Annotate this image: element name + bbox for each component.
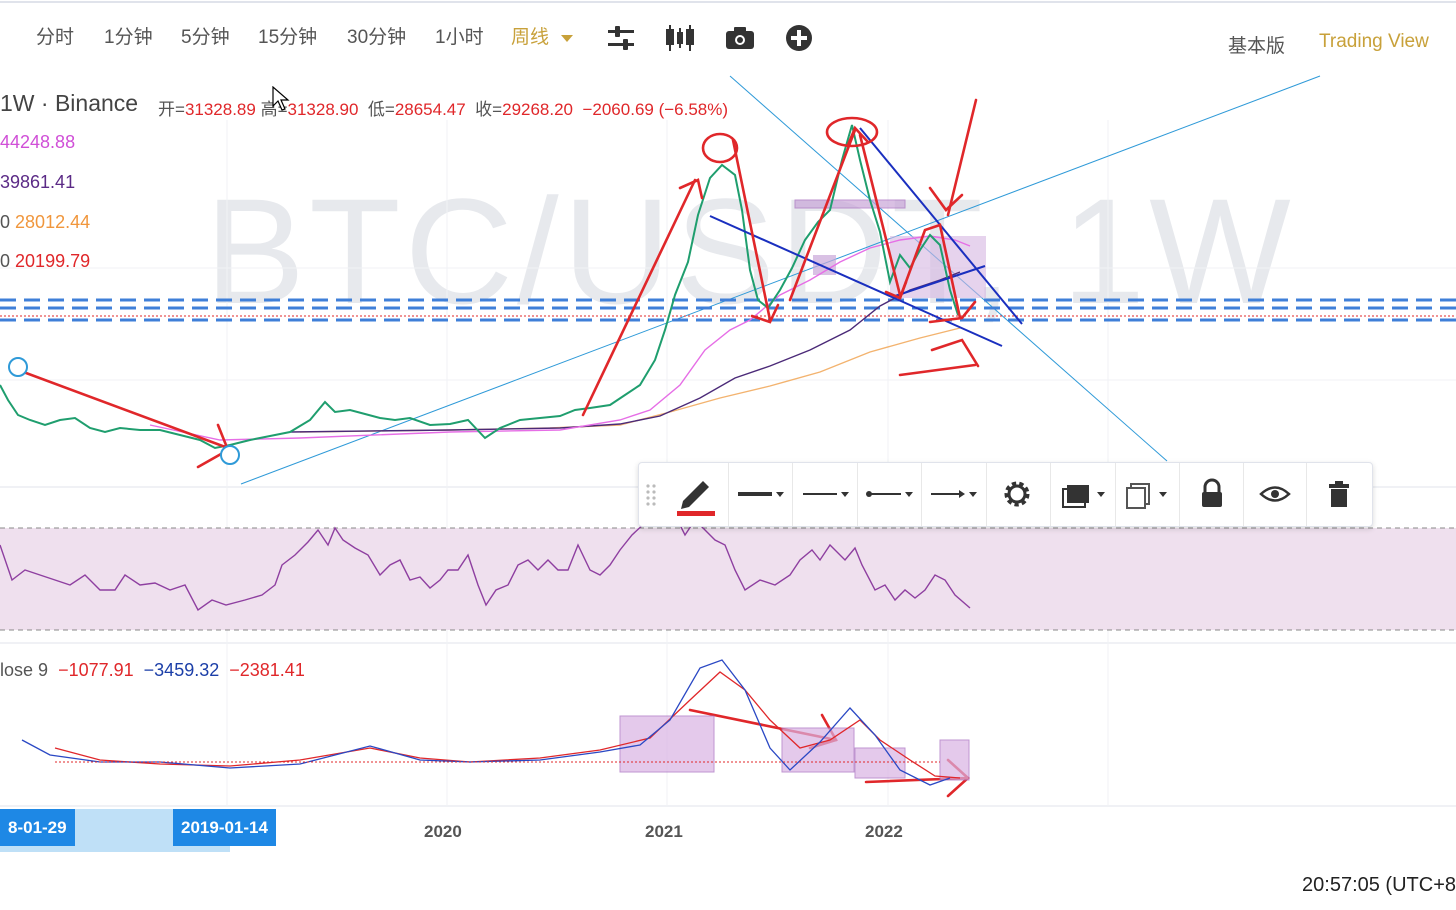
- macd-value-1: −1077.91: [58, 660, 134, 680]
- legend-exchange: Binance: [54, 90, 139, 116]
- lock-icon[interactable]: [1194, 471, 1230, 517]
- timeframe-weekly-dropdown[interactable]: 周线: [511, 22, 574, 49]
- layers-icon[interactable]: [1057, 471, 1113, 517]
- divider: [1050, 463, 1051, 526]
- divider: [792, 463, 793, 526]
- candles-icon[interactable]: [664, 22, 696, 54]
- divider: [857, 463, 858, 526]
- trash-icon[interactable]: [1321, 471, 1357, 517]
- timeframe-30m[interactable]: 30分钟: [347, 27, 407, 48]
- low-label: 低=: [367, 100, 395, 119]
- macd-legend: lose 9 −1077.91 −3459.32 −2381.41: [0, 660, 305, 681]
- open-value: 31328.89: [184, 100, 256, 119]
- eye-icon[interactable]: [1257, 471, 1293, 517]
- camera-icon[interactable]: [724, 22, 756, 54]
- macd-label: lose 9: [0, 660, 49, 680]
- line-style-icon[interactable]: [799, 471, 855, 517]
- divider: [1179, 463, 1180, 526]
- ma-value: 39861.41: [0, 172, 76, 192]
- line-end-icon[interactable]: [863, 471, 919, 517]
- timeframe-1m[interactable]: 1分钟: [104, 27, 153, 48]
- mode-tradingview[interactable]: Trading View: [1319, 31, 1429, 52]
- macd-value-2: −3459.32: [143, 660, 220, 680]
- high-value: 31328.90: [287, 100, 359, 119]
- timeframe-weekly-label: 周线: [511, 27, 550, 48]
- timeframe-tick[interactable]: 分时: [36, 27, 75, 48]
- clone-icon[interactable]: [1121, 471, 1177, 517]
- divider: [1115, 463, 1116, 526]
- divider: [986, 463, 987, 526]
- timeframe-15m[interactable]: 15分钟: [258, 27, 318, 48]
- drawing-toolbar: [638, 462, 1373, 527]
- ma-line-1: 44248.88: [0, 132, 75, 153]
- close-value: 29268.20: [502, 100, 574, 119]
- clock-display: 20:57:05 (UTC+8: [1302, 874, 1456, 896]
- settings-icon[interactable]: [999, 471, 1035, 517]
- sliders-icon[interactable]: [605, 22, 637, 54]
- pencil-icon[interactable]: [673, 471, 719, 517]
- change-value: −2060.69 (−6.58%): [582, 100, 729, 119]
- time-badge-start: 8-01-29: [0, 809, 75, 846]
- ma-prefix: 0: [0, 212, 11, 232]
- low-value: 28654.47: [394, 100, 466, 119]
- arrow-end-icon[interactable]: [927, 471, 983, 517]
- divider: [1306, 463, 1307, 526]
- timeframe-5m[interactable]: 5分钟: [181, 27, 230, 48]
- top-toolbar: 分时 1分钟 5分钟 15分钟 30分钟 1小时 周线 基本版 Trading …: [0, 0, 1456, 78]
- legend-interval: 1W: [0, 90, 35, 116]
- ma-line-4: 0 20199.79: [0, 251, 90, 272]
- open-label: 开=: [158, 100, 185, 119]
- x-tick-label: 2021: [645, 822, 683, 841]
- ma-prefix: 0: [0, 251, 11, 271]
- ma-value: 44248.88: [0, 132, 76, 152]
- time-badge-end: 2019-01-14: [173, 809, 276, 846]
- symbol-legend: 1W · Binance: [0, 90, 138, 117]
- divider: [1243, 463, 1244, 526]
- timeframe-1h[interactable]: 1小时: [435, 27, 484, 48]
- divider: [728, 463, 729, 526]
- macd-value-3: −2381.41: [229, 660, 305, 680]
- ma-value: 28012.44: [15, 212, 91, 232]
- x-tick-label: 2020: [424, 822, 462, 841]
- ma-value: 20199.79: [15, 251, 91, 271]
- line-thickness-icon[interactable]: [734, 471, 790, 517]
- x-tick-label: 2022: [865, 822, 903, 841]
- caret-down-icon: [561, 34, 574, 42]
- plus-circle-icon[interactable]: [783, 22, 815, 54]
- divider: [921, 463, 922, 526]
- close-label: 收=: [475, 100, 503, 119]
- ma-line-2: 39861.41: [0, 172, 75, 193]
- legend-separator: ·: [40, 90, 49, 116]
- ma-line-3: 0 28012.44: [0, 212, 90, 233]
- drag-handle-icon[interactable]: [643, 471, 659, 517]
- mode-basic[interactable]: 基本版: [1228, 36, 1286, 57]
- ohlc-values: 开=31328.89 高=31328.90 低=28654.47 收=29268…: [158, 95, 728, 120]
- mouse-cursor-icon: [272, 86, 290, 111]
